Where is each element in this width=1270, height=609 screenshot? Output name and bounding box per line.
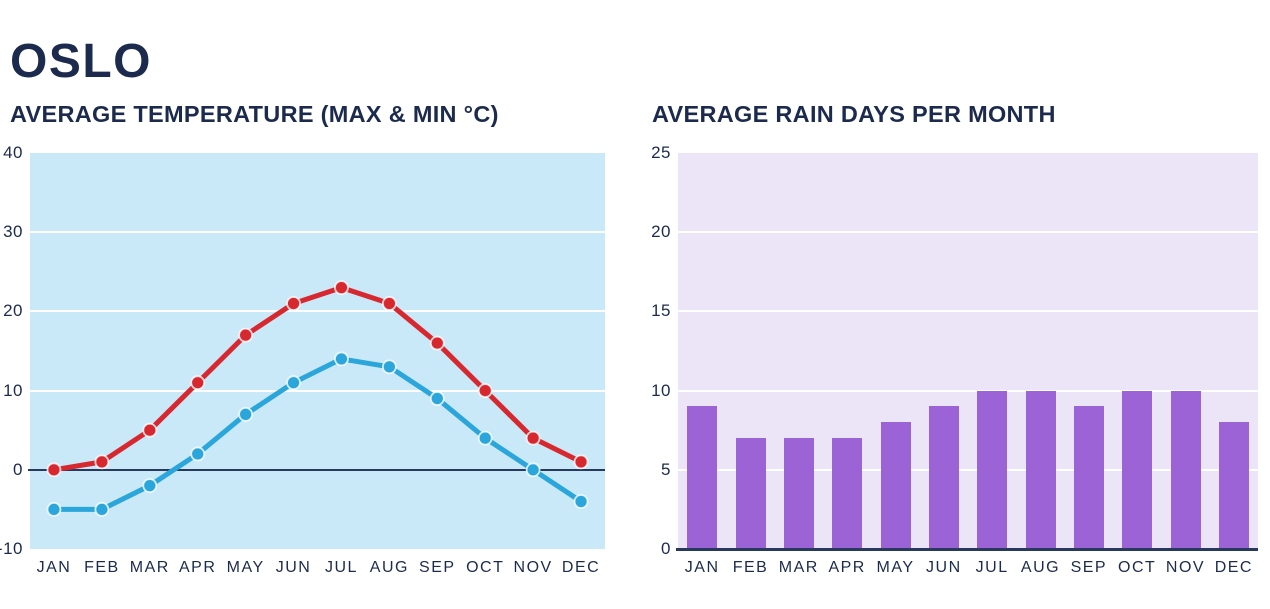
min-temperature-point-feb xyxy=(94,501,110,517)
min-temperature-point-nov xyxy=(525,462,541,478)
y-tick-label: 10 xyxy=(651,380,671,400)
gridline xyxy=(30,231,605,234)
x-tick-label: SEP xyxy=(1070,559,1108,576)
rain-bar-dec xyxy=(1218,422,1249,549)
max-temperature-point-jun xyxy=(286,296,301,311)
y-tick-label: 20 xyxy=(651,222,671,242)
min-temperature-point-sep xyxy=(429,391,445,406)
rain-bar-may xyxy=(880,422,911,549)
gridline xyxy=(30,310,605,313)
y-tick-label: 20 xyxy=(3,301,23,321)
zero-axis-line xyxy=(676,548,1258,551)
x-tick-label: SEP xyxy=(419,559,456,576)
x-tick-label: JAN xyxy=(684,559,720,576)
max-temperature-point-apr xyxy=(190,375,206,391)
rain-bar-aug xyxy=(1025,390,1056,549)
rain-bar-nov xyxy=(1170,390,1201,549)
y-tick-label: 10 xyxy=(3,380,23,400)
y-tick-label: 40 xyxy=(3,143,23,162)
x-tick-label: DEC xyxy=(1214,559,1253,576)
x-tick-label: JUL xyxy=(324,559,358,576)
max-temperature-point-feb xyxy=(94,454,110,470)
min-temperature-point-may xyxy=(238,406,254,422)
x-tick-label: NOV xyxy=(1165,559,1206,576)
rain-bar-jul xyxy=(977,390,1008,549)
gridline xyxy=(678,231,1258,234)
temperature-plot-area: 40 30 20 10 0 -10 JAN FEB MAR APR MAY JUN JUL AUG SEP O… xyxy=(0,143,605,576)
max-temperature-point-mar xyxy=(142,422,158,438)
x-tick-label: OCT xyxy=(1118,559,1157,576)
x-tick-label: JUN xyxy=(926,559,962,576)
rain-plot-area: 25 20 15 10 5 0 JAN FEB MAR APR MAY JUN JUL AUG SEP OCT… xyxy=(651,143,1258,576)
x-tick-label: FEB xyxy=(732,559,769,576)
min-temperature-point-oct xyxy=(477,430,493,446)
min-temperature-point-mar xyxy=(142,478,158,494)
min-temperature-point-jan xyxy=(46,501,62,517)
x-tick-label: JAN xyxy=(36,559,72,576)
min-temperature-point-apr xyxy=(190,446,206,462)
temperature-chart-title: AVERAGE TEMPERATURE (MAX & MIN °C) xyxy=(10,100,499,127)
page-title: OSLO xyxy=(10,35,153,89)
max-temperature-point-jan xyxy=(46,462,62,478)
x-tick-label: NOV xyxy=(513,559,553,576)
x-tick-label: MAR xyxy=(778,559,819,576)
min-temperature-point-aug xyxy=(381,359,397,375)
rain-bar-apr xyxy=(832,438,863,549)
zero-axis-line xyxy=(28,468,605,471)
rain-bar-sep xyxy=(1073,406,1104,549)
y-tick-label: 30 xyxy=(3,222,23,242)
x-tick-label: MAY xyxy=(226,559,265,576)
y-tick-label: 0 xyxy=(661,539,671,558)
max-temperature-point-aug xyxy=(381,296,397,311)
y-tick-label: 0 xyxy=(13,459,23,479)
rain-bar-jun xyxy=(928,406,959,549)
x-tick-label: MAR xyxy=(129,559,170,576)
max-temperature-point-oct xyxy=(477,383,493,399)
x-tick-label: APR xyxy=(179,559,217,576)
min-temperature-point-jul xyxy=(334,351,349,367)
x-tick-label: AUG xyxy=(1020,559,1061,576)
temperature-series-layer xyxy=(46,280,589,517)
min-temperature-point-dec xyxy=(573,494,589,509)
max-temperature-point-sep xyxy=(429,335,445,351)
rain-bar-mar xyxy=(783,438,814,549)
max-temperature-point-dec xyxy=(573,454,589,470)
y-tick-label: 15 xyxy=(651,301,671,321)
gridline xyxy=(30,389,605,392)
gridline xyxy=(678,389,1258,392)
x-tick-label: JUL xyxy=(975,559,1009,576)
max-temperature-line xyxy=(51,285,584,473)
x-tick-label: APR xyxy=(828,559,866,576)
rain-chart-title: AVERAGE RAIN DAYS PER MONTH xyxy=(652,100,1056,127)
x-tick-label: MAY xyxy=(876,559,915,576)
gridline xyxy=(678,468,1258,471)
max-temperature-point-jul xyxy=(334,280,349,296)
min-temperature-point-jun xyxy=(286,375,301,391)
rain-bar-feb xyxy=(735,438,766,549)
x-tick-label: DEC xyxy=(561,559,601,576)
x-tick-label: OCT xyxy=(466,559,505,576)
max-temperature-point-nov xyxy=(525,430,541,446)
rain-bar-oct xyxy=(1122,390,1153,549)
x-tick-label: AUG xyxy=(369,559,409,576)
x-tick-label: JUN xyxy=(275,559,312,576)
rain-bar-jan xyxy=(687,406,718,549)
y-tick-label: -10 xyxy=(0,539,23,558)
y-tick-label: 25 xyxy=(651,143,671,162)
max-temperature-point-may xyxy=(238,327,254,343)
x-tick-label: FEB xyxy=(84,559,120,576)
min-temperature-line xyxy=(51,356,584,512)
y-tick-label: 5 xyxy=(661,459,671,479)
gridline xyxy=(678,310,1258,313)
